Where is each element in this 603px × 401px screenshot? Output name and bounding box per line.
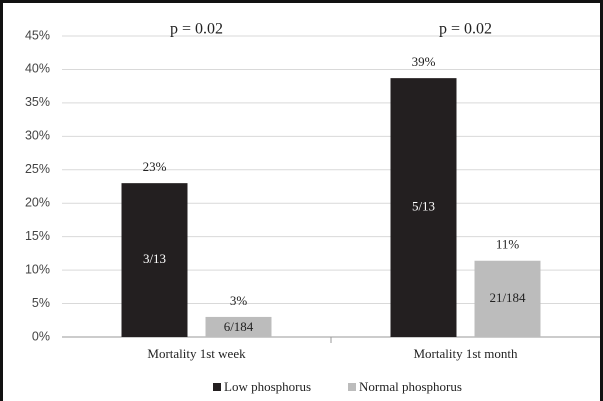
bar [474,260,541,337]
legend-label: Normal phosphorus [359,379,462,394]
y-tick-label: 0% [32,329,50,343]
legend-swatch [213,383,221,391]
bar [121,183,188,337]
y-tick-label: 10% [25,262,50,276]
legend-label: Low phosphorus [224,379,311,394]
x-tick-label: Mortality 1st week [147,346,246,361]
y-tick-label: 45% [25,28,50,42]
annotation: p = 0.02 [439,21,492,38]
value-label: 23% [143,159,167,174]
bar [390,78,457,337]
y-tick-label: 35% [25,95,50,109]
y-tick-label: 15% [25,229,50,243]
legend-swatch [348,383,356,391]
y-tick-label: 30% [25,129,50,143]
annotation: p = 0.02 [170,21,223,38]
bar [205,316,272,337]
y-tick-label: 25% [25,162,50,176]
inner-label: 5/13 [412,199,435,214]
value-label: 3% [230,293,248,308]
y-tick-label: 20% [25,196,50,210]
inner-label: 6/184 [224,319,254,334]
y-tick-label: 40% [25,62,50,76]
y-tick-label: 5% [32,296,50,310]
inner-label: 21/184 [489,290,526,305]
value-label: 11% [496,237,520,252]
value-label: 39% [412,54,436,69]
inner-label: 3/13 [143,251,166,266]
x-tick-label: Mortality 1st month [414,346,519,361]
